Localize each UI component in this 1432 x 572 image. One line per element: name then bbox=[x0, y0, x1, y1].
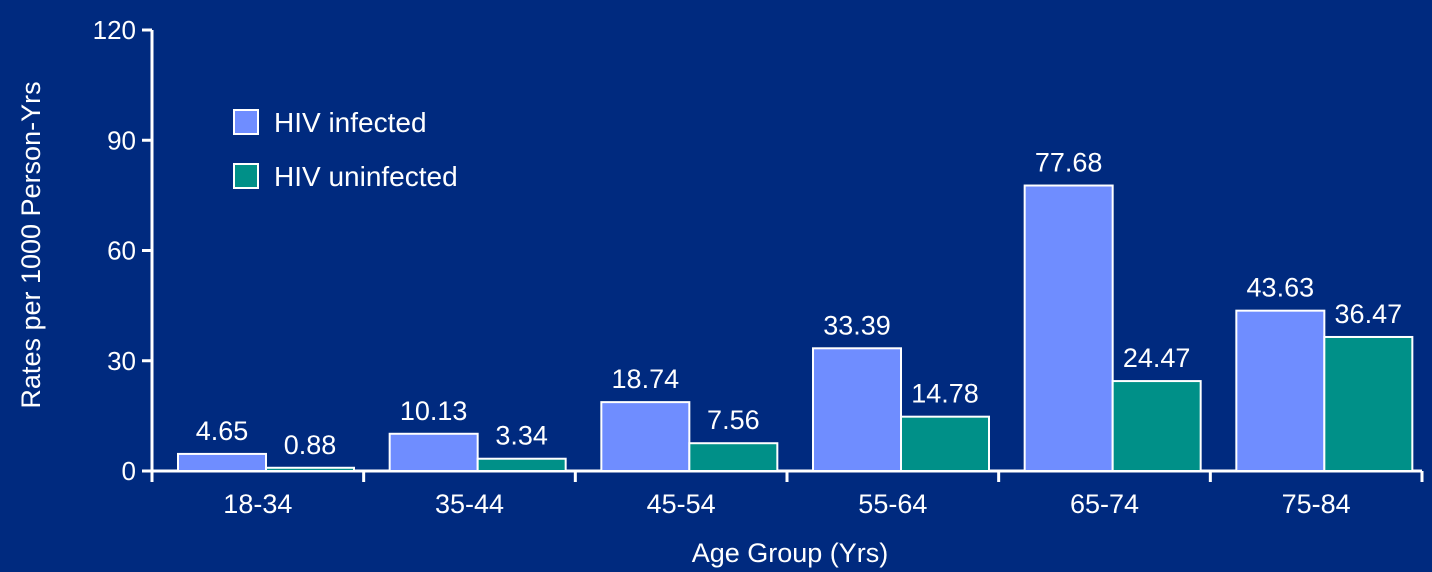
legend-swatch bbox=[233, 109, 259, 135]
data-label: 4.65 bbox=[196, 416, 249, 446]
legend-label: HIV uninfected bbox=[274, 161, 458, 192]
bar bbox=[476, 457, 567, 472]
value-labels: 4.65 0.88 10.13 3.34 18.74 7.56 33.39 14.78 77.6… bbox=[196, 148, 1402, 460]
data-label: 24.47 bbox=[1123, 343, 1191, 373]
bar bbox=[265, 466, 355, 472]
bar bbox=[177, 452, 267, 473]
data-label: 33.39 bbox=[823, 310, 891, 340]
data-label: 77.68 bbox=[1035, 148, 1103, 178]
data-label: 36.47 bbox=[1335, 299, 1403, 329]
data-label: 43.63 bbox=[1247, 273, 1315, 303]
x-tick-label: 75-84 bbox=[1282, 489, 1351, 519]
data-label: 0.88 bbox=[284, 430, 337, 460]
bar bbox=[388, 432, 479, 472]
axes: 0 30 60 90 120 18-34 35-44 45-54 55-64 65-74 75-84 bbox=[93, 15, 1424, 519]
bar bbox=[812, 347, 902, 472]
y-tick-label: 120 bbox=[93, 15, 136, 45]
x-tick-label: 35-44 bbox=[435, 489, 504, 519]
y-tick-label: 90 bbox=[107, 125, 136, 155]
x-tick-label: 65-74 bbox=[1070, 489, 1139, 519]
y-axis-title: Rates per 1000 Person-Yrs bbox=[16, 81, 46, 408]
data-label: 3.34 bbox=[495, 421, 548, 451]
data-label: 14.78 bbox=[911, 379, 979, 409]
x-tick-label: 45-54 bbox=[647, 489, 716, 519]
bar bbox=[900, 415, 990, 473]
y-tick-label: 30 bbox=[107, 346, 136, 376]
bar bbox=[1111, 380, 1202, 473]
bar bbox=[1235, 309, 1326, 473]
bar bbox=[1023, 184, 1114, 472]
bar bbox=[688, 442, 779, 473]
legend-swatch bbox=[233, 163, 259, 189]
y-tick-label: 0 bbox=[122, 456, 136, 486]
bars bbox=[177, 184, 1414, 473]
x-tick-label: 18-34 bbox=[223, 489, 292, 519]
x-tick-label: 55-64 bbox=[858, 489, 927, 519]
legend: HIV infected HIV uninfected bbox=[233, 107, 458, 192]
bar bbox=[1323, 335, 1414, 472]
data-label: 18.74 bbox=[612, 364, 680, 394]
data-label: 7.56 bbox=[707, 405, 760, 435]
y-tick-label: 60 bbox=[107, 236, 136, 266]
bar bbox=[600, 401, 691, 472]
data-label: 10.13 bbox=[400, 396, 468, 426]
legend-label: HIV infected bbox=[274, 107, 427, 138]
x-axis-title: Age Group (Yrs) bbox=[692, 538, 889, 568]
